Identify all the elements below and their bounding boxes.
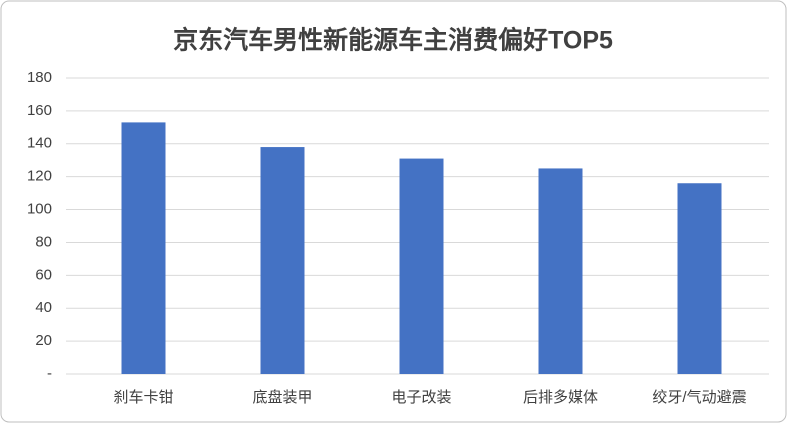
y-tick-label: 180 [27, 69, 52, 86]
bar [121, 122, 166, 375]
y-tick-label: - [47, 365, 52, 382]
x-tick-label: 刹车卡钳 [113, 389, 173, 406]
y-tick-label: 120 [27, 168, 52, 185]
y-tick-label: 60 [35, 266, 52, 283]
chart-title: 京东汽车男性新能源车主消费偏好TOP5 [173, 26, 613, 55]
y-tick-label: 80 [35, 233, 52, 250]
bar [538, 168, 583, 374]
x-tick-label: 绞牙/气动避震 [652, 389, 746, 406]
bar [399, 158, 444, 374]
y-tick-label: 160 [27, 102, 52, 119]
bar [677, 183, 722, 374]
y-tick-label: 100 [27, 201, 52, 218]
y-tick-label: 140 [27, 135, 52, 152]
bar [260, 147, 305, 374]
y-tick-label: 20 [35, 332, 52, 349]
y-tick-label: 40 [35, 299, 52, 316]
x-tick-label: 电子改装 [391, 389, 451, 406]
x-tick-label: 后排多媒体 [523, 389, 598, 406]
x-tick-label: 底盘装甲 [252, 388, 312, 406]
